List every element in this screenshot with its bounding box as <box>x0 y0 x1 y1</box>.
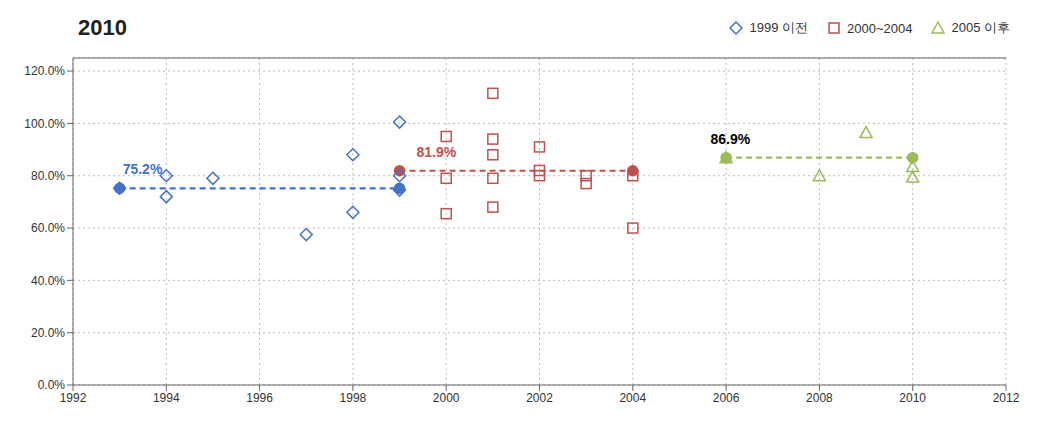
svg-text:2010: 2010 <box>899 391 926 405</box>
svg-text:2000: 2000 <box>433 391 460 405</box>
svg-text:2012: 2012 <box>993 391 1020 405</box>
html-text:2005 이후: 2005 이후 <box>951 20 1010 35</box>
svg-text:2006: 2006 <box>713 391 740 405</box>
svg-text:2008: 2008 <box>806 391 833 405</box>
svg-text:1998: 1998 <box>340 391 367 405</box>
svg-text:40.0%: 40.0% <box>31 274 65 288</box>
svg-text:20.0%: 20.0% <box>31 326 65 340</box>
svg-text:1994: 1994 <box>153 391 180 405</box>
svg-text:100.0%: 100.0% <box>24 117 65 131</box>
svg-text:1992: 1992 <box>60 391 87 405</box>
svg-text:2002: 2002 <box>526 391 553 405</box>
html-text:1999 이전: 1999 이전 <box>749 20 808 35</box>
svg-text:80.0%: 80.0% <box>31 169 65 183</box>
svg-text:75.2%: 75.2% <box>123 161 163 177</box>
svg-text:2004: 2004 <box>619 391 646 405</box>
html-text:2000~2004: 2000~2004 <box>847 20 913 36</box>
html-text:2010: 2010 <box>78 15 127 40</box>
svg-text:81.9%: 81.9% <box>417 144 457 160</box>
svg-text:1996: 1996 <box>246 391 273 405</box>
svg-text:60.0%: 60.0% <box>31 221 65 235</box>
svg-text:86.9%: 86.9% <box>710 131 750 147</box>
svg-text:0.0%: 0.0% <box>38 378 66 392</box>
svg-text:120.0%: 120.0% <box>24 64 65 78</box>
